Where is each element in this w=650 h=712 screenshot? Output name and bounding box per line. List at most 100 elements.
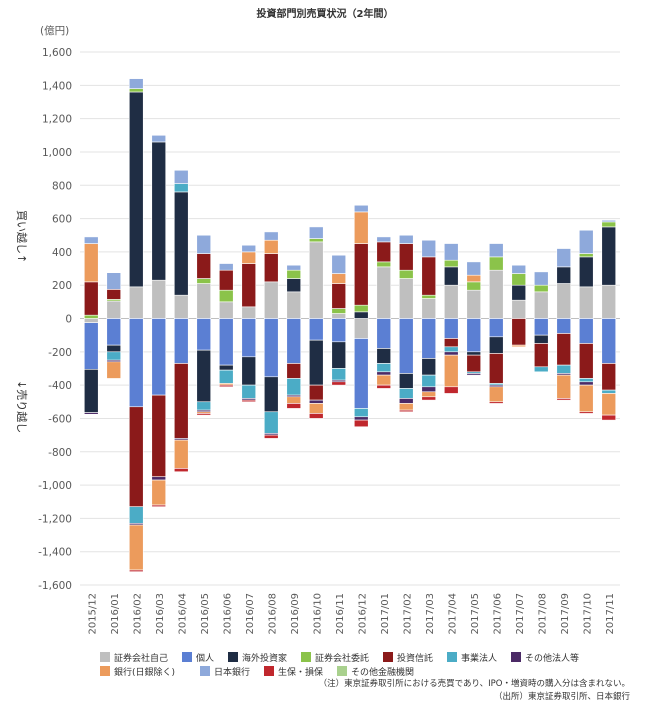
y-tick-label: -800 [48,447,72,459]
bar-stack-2016-03 [151,134,167,508]
bar-segment [511,318,527,346]
legend-swatch [264,666,274,676]
y-tick-label: -400 [48,380,72,392]
bar-segment [376,318,392,349]
bar-segment [241,384,257,399]
bar-segment [601,318,617,364]
bar-segment [263,231,279,241]
legend-swatch [100,652,110,662]
bar-segment [151,504,167,508]
x-tick-label: 2016/05 [200,593,211,635]
legend-swatch [511,652,521,662]
bar-segment [398,409,414,413]
bar-segment [128,406,144,508]
bar-segment [196,413,212,416]
bar-stack-2017-01 [376,236,392,389]
bar-segment [106,361,122,379]
bar-segment [263,434,279,439]
bar-segment [241,318,257,358]
bar-segment [421,391,437,398]
bar-segment [241,244,257,253]
bar-segment [173,468,189,473]
x-tick-label: 2017/05 [470,593,481,635]
bar-stack-2017-10 [578,229,594,414]
x-tick-label: 2017/06 [492,593,503,635]
bar-segment [173,191,189,296]
legend-label: 投資信託 [397,652,433,664]
bar-segment [241,251,257,264]
bar-segment [601,393,617,416]
bar-segment [556,333,572,366]
bar-segment [488,269,504,319]
y-tick-label: 400 [52,247,72,259]
bar-stack-2016-11 [331,254,347,386]
bar-segment [286,269,302,279]
bar-segment [83,243,99,283]
bar-segment [376,266,392,319]
bar-segment [376,241,392,263]
bar-segment [83,318,99,323]
bar-segment [443,284,459,319]
bar-segment [466,261,482,276]
bar-segment [196,278,212,284]
legend-item: 事業法人 [447,652,497,664]
x-tick-label: 2017/04 [447,593,458,635]
bar-segment [578,253,594,258]
bar-segment [466,354,482,373]
bar-segment [466,373,482,376]
bar-segment [106,300,122,319]
bar-segment [106,344,122,353]
bar-segment [443,346,459,353]
bar-segment [488,401,504,404]
bar-segment [353,243,369,306]
bar-segment [331,254,347,274]
bar-segment [83,412,99,415]
bar-segment [601,284,617,319]
bar-segment [511,299,527,319]
bar-stack-2016-01 [106,272,122,379]
legend-swatch [383,652,393,662]
legend-swatch [200,666,210,676]
x-tick-label: 2015/12 [87,593,98,635]
bar-segment [601,414,617,421]
bar-segment [556,248,572,268]
bar-segment [533,291,549,319]
bar-segment [421,298,437,319]
bar-stack-2017-11 [601,219,617,421]
bar-segment [83,369,99,413]
bar-segment [601,226,617,286]
bar-segment [286,396,302,404]
x-tick-label: 2016/01 [110,593,121,635]
bar-segment [286,264,302,271]
bar-segment [578,343,594,379]
bar-stack-2015-12 [83,236,99,415]
bar-segment [151,141,167,281]
x-tick-label: 2016/02 [132,593,143,635]
bar-segment [128,506,144,524]
bar-segment [83,322,99,370]
bar-segment [421,239,437,258]
y-tick-label: 800 [52,180,72,192]
bar-segment [128,569,144,572]
bar-segment [443,259,459,268]
bar-segment [241,306,257,319]
bar-segment [398,243,414,271]
bar-segment [488,336,504,354]
bar-segment [488,386,504,403]
bar-segment [353,416,369,421]
legend-item: その他金融機関 [337,666,414,678]
bar-segment [151,479,167,506]
bar-segment [286,278,302,293]
x-tick-label: 2016/08 [267,593,278,635]
bar-segment [556,398,572,401]
bar-segment [308,241,324,319]
bar-segment [556,283,572,319]
legend-item: 生保・損保 [264,666,323,678]
bar-stacks [83,78,617,572]
bar-segment [533,366,549,373]
bar-segment [196,253,212,279]
bar-segment [308,318,324,341]
x-tick-label: 2017/02 [402,593,413,635]
legend-label: 証券会社自己 [114,652,168,664]
bar-segment [398,388,414,399]
